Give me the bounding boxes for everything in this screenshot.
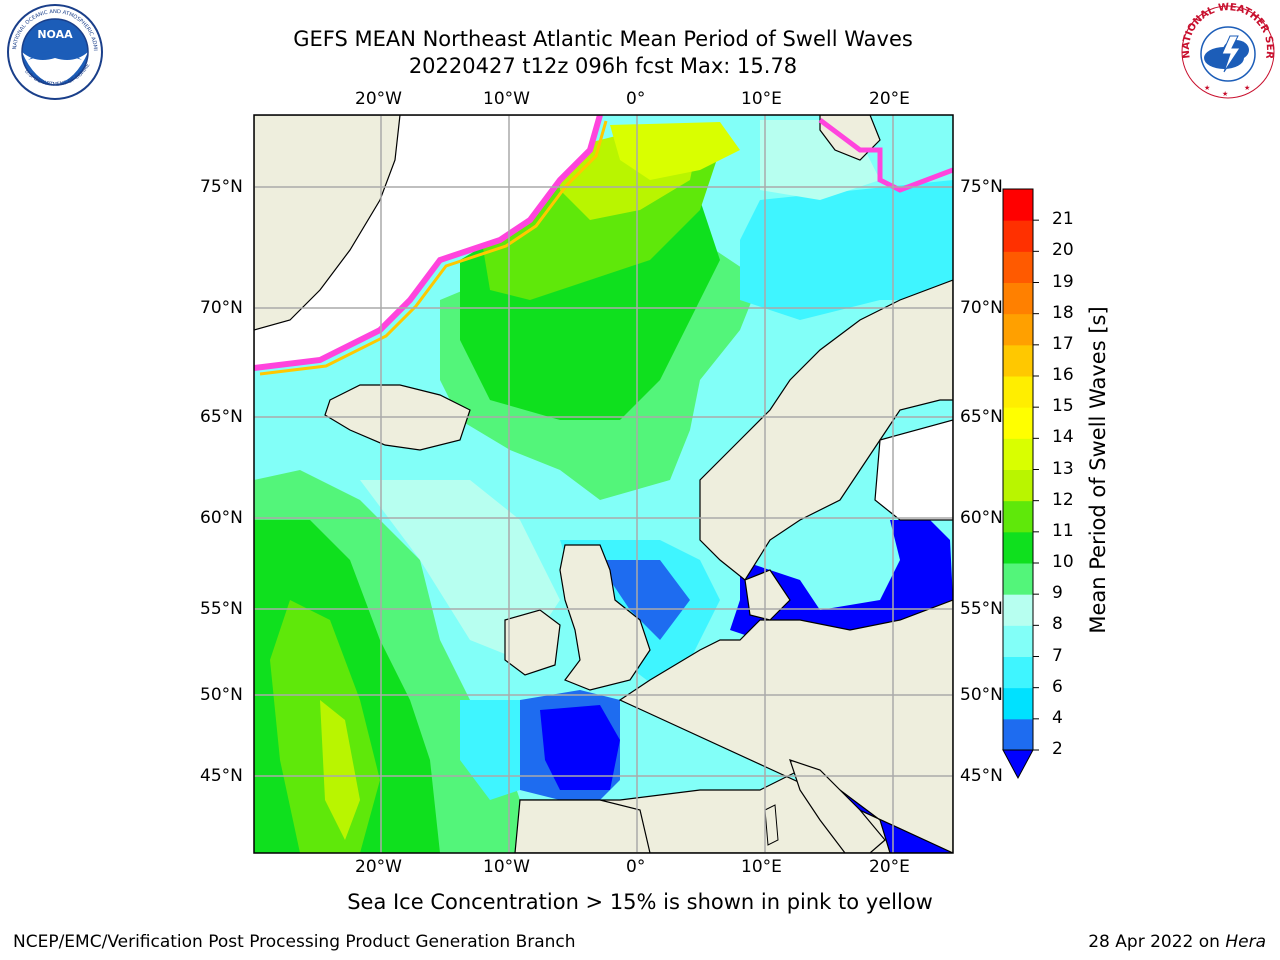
colorbar-tick-label: 16 bbox=[1052, 365, 1074, 385]
lat-label-left: 45°N bbox=[200, 766, 243, 786]
colorbar-under-arrow bbox=[1002, 749, 1034, 780]
colorbar-segment bbox=[1003, 563, 1033, 595]
colorbar-tick-label: 12 bbox=[1052, 489, 1074, 510]
colorbar-segment bbox=[1003, 376, 1033, 408]
colorbar-tick-label: 10 bbox=[1052, 552, 1074, 572]
colorbar-segment bbox=[1003, 625, 1033, 657]
colorbar-tick-label: 13 bbox=[1052, 458, 1074, 479]
lat-label-left: 75°N bbox=[200, 177, 243, 197]
colorbar-segment bbox=[1003, 251, 1033, 283]
colorbar-tick-label: 21 bbox=[1052, 209, 1074, 230]
lat-label-right: 65°N bbox=[960, 407, 1003, 427]
colorbar-tick-label: 17 bbox=[1052, 333, 1074, 354]
chart-subtitle: 20220427 t12z 096h fcst Max: 15.78 bbox=[408, 54, 798, 78]
lon-label-bottom: 20°W bbox=[355, 857, 402, 877]
svg-text:★: ★ bbox=[1244, 84, 1250, 92]
colorbar-segment bbox=[1003, 189, 1033, 221]
colorbar-tick-label: 18 bbox=[1052, 302, 1074, 323]
colorbar-tick-label: 20 bbox=[1052, 240, 1074, 261]
lat-label-left: 65°N bbox=[200, 407, 243, 427]
colorbar-tick-label: 19 bbox=[1052, 271, 1074, 292]
colorbar-tick-label: 9 bbox=[1052, 583, 1063, 604]
svg-text:★: ★ bbox=[1204, 84, 1210, 92]
lat-label-right: 45°N bbox=[960, 766, 1003, 786]
svg-text:★: ★ bbox=[1222, 90, 1228, 98]
lon-label-bottom: 0° bbox=[626, 857, 646, 877]
footer-date-text: 28 Apr 2022 on bbox=[1088, 932, 1220, 952]
lon-label-bottom: 20°E bbox=[869, 857, 910, 877]
lat-label-left: 60°N bbox=[200, 508, 243, 528]
lat-label-right: 55°N bbox=[960, 599, 1003, 619]
colorbar-segment bbox=[1003, 220, 1033, 252]
footer-host: Hera bbox=[1225, 932, 1266, 952]
ice-note: Sea Ice Concentration > 15% is shown in … bbox=[347, 890, 933, 914]
graticule bbox=[254, 115, 953, 853]
colorbar-tick-label: 6 bbox=[1052, 676, 1063, 697]
lat-label-right: 75°N bbox=[960, 177, 1003, 197]
lat-label-right: 60°N bbox=[960, 508, 1003, 528]
colorbar-segment bbox=[1003, 282, 1033, 315]
colorbar-tick-label: 15 bbox=[1052, 396, 1074, 417]
chart-title: GEFS MEAN Northeast Atlantic Mean Period… bbox=[293, 27, 913, 51]
lon-label-top: 10°W bbox=[483, 89, 530, 109]
colorbar-tick-label: 4 bbox=[1052, 707, 1063, 728]
lon-label-bottom: 10°E bbox=[741, 857, 782, 877]
land-masses bbox=[254, 115, 953, 853]
colorbar bbox=[1002, 188, 1039, 780]
svg-text:NOAA: NOAA bbox=[37, 28, 73, 41]
colorbar-segment bbox=[1003, 469, 1033, 502]
colorbar-segment bbox=[1003, 344, 1033, 377]
noaa-logo: NOAA NATIONAL OCEANIC AND ATMOSPHERIC AD… bbox=[4, 2, 103, 100]
lat-label-right: 70°N bbox=[960, 298, 1003, 318]
colorbar-segment bbox=[1003, 407, 1033, 439]
nws-logo: NATIONAL WEATHER SERVICE ★ ★ ★ bbox=[1178, 2, 1275, 99]
colorbar-tick-label: 7 bbox=[1052, 645, 1063, 666]
lon-label-top: 20°W bbox=[355, 89, 402, 109]
lat-label-left: 70°N bbox=[200, 298, 243, 318]
colorbar-segment bbox=[1003, 718, 1033, 751]
colorbar-segment bbox=[1003, 438, 1033, 470]
lon-label-top: 20°E bbox=[869, 89, 910, 109]
colorbar-label: Mean Period of Swell Waves [s] bbox=[1086, 306, 1110, 634]
colorbar-segment bbox=[1003, 687, 1033, 720]
lat-label-right: 50°N bbox=[960, 685, 1003, 705]
lon-label-top: 0° bbox=[626, 89, 646, 109]
colorbar-segment bbox=[1003, 313, 1033, 346]
lon-label-bottom: 10°W bbox=[483, 857, 530, 877]
colorbar-segment bbox=[1003, 531, 1033, 564]
map-frame bbox=[253, 114, 954, 854]
colorbar-segment bbox=[1003, 656, 1033, 689]
colorbar-segment bbox=[1003, 500, 1033, 533]
colorbar-tick-label: 11 bbox=[1052, 520, 1074, 541]
lon-label-top: 10°E bbox=[741, 89, 782, 109]
colorbar-tick-label: 14 bbox=[1052, 427, 1074, 448]
colorbar-tick-label: 2 bbox=[1052, 739, 1063, 759]
footer-date: 28 Apr 2022 on Hera bbox=[1088, 932, 1266, 952]
lat-label-left: 50°N bbox=[200, 685, 243, 705]
lat-label-left: 55°N bbox=[200, 599, 243, 619]
colorbar-segment bbox=[1003, 594, 1033, 626]
footer-credit: NCEP/EMC/Verification Post Processing Pr… bbox=[13, 932, 576, 952]
colorbar-tick-label: 8 bbox=[1052, 614, 1063, 635]
